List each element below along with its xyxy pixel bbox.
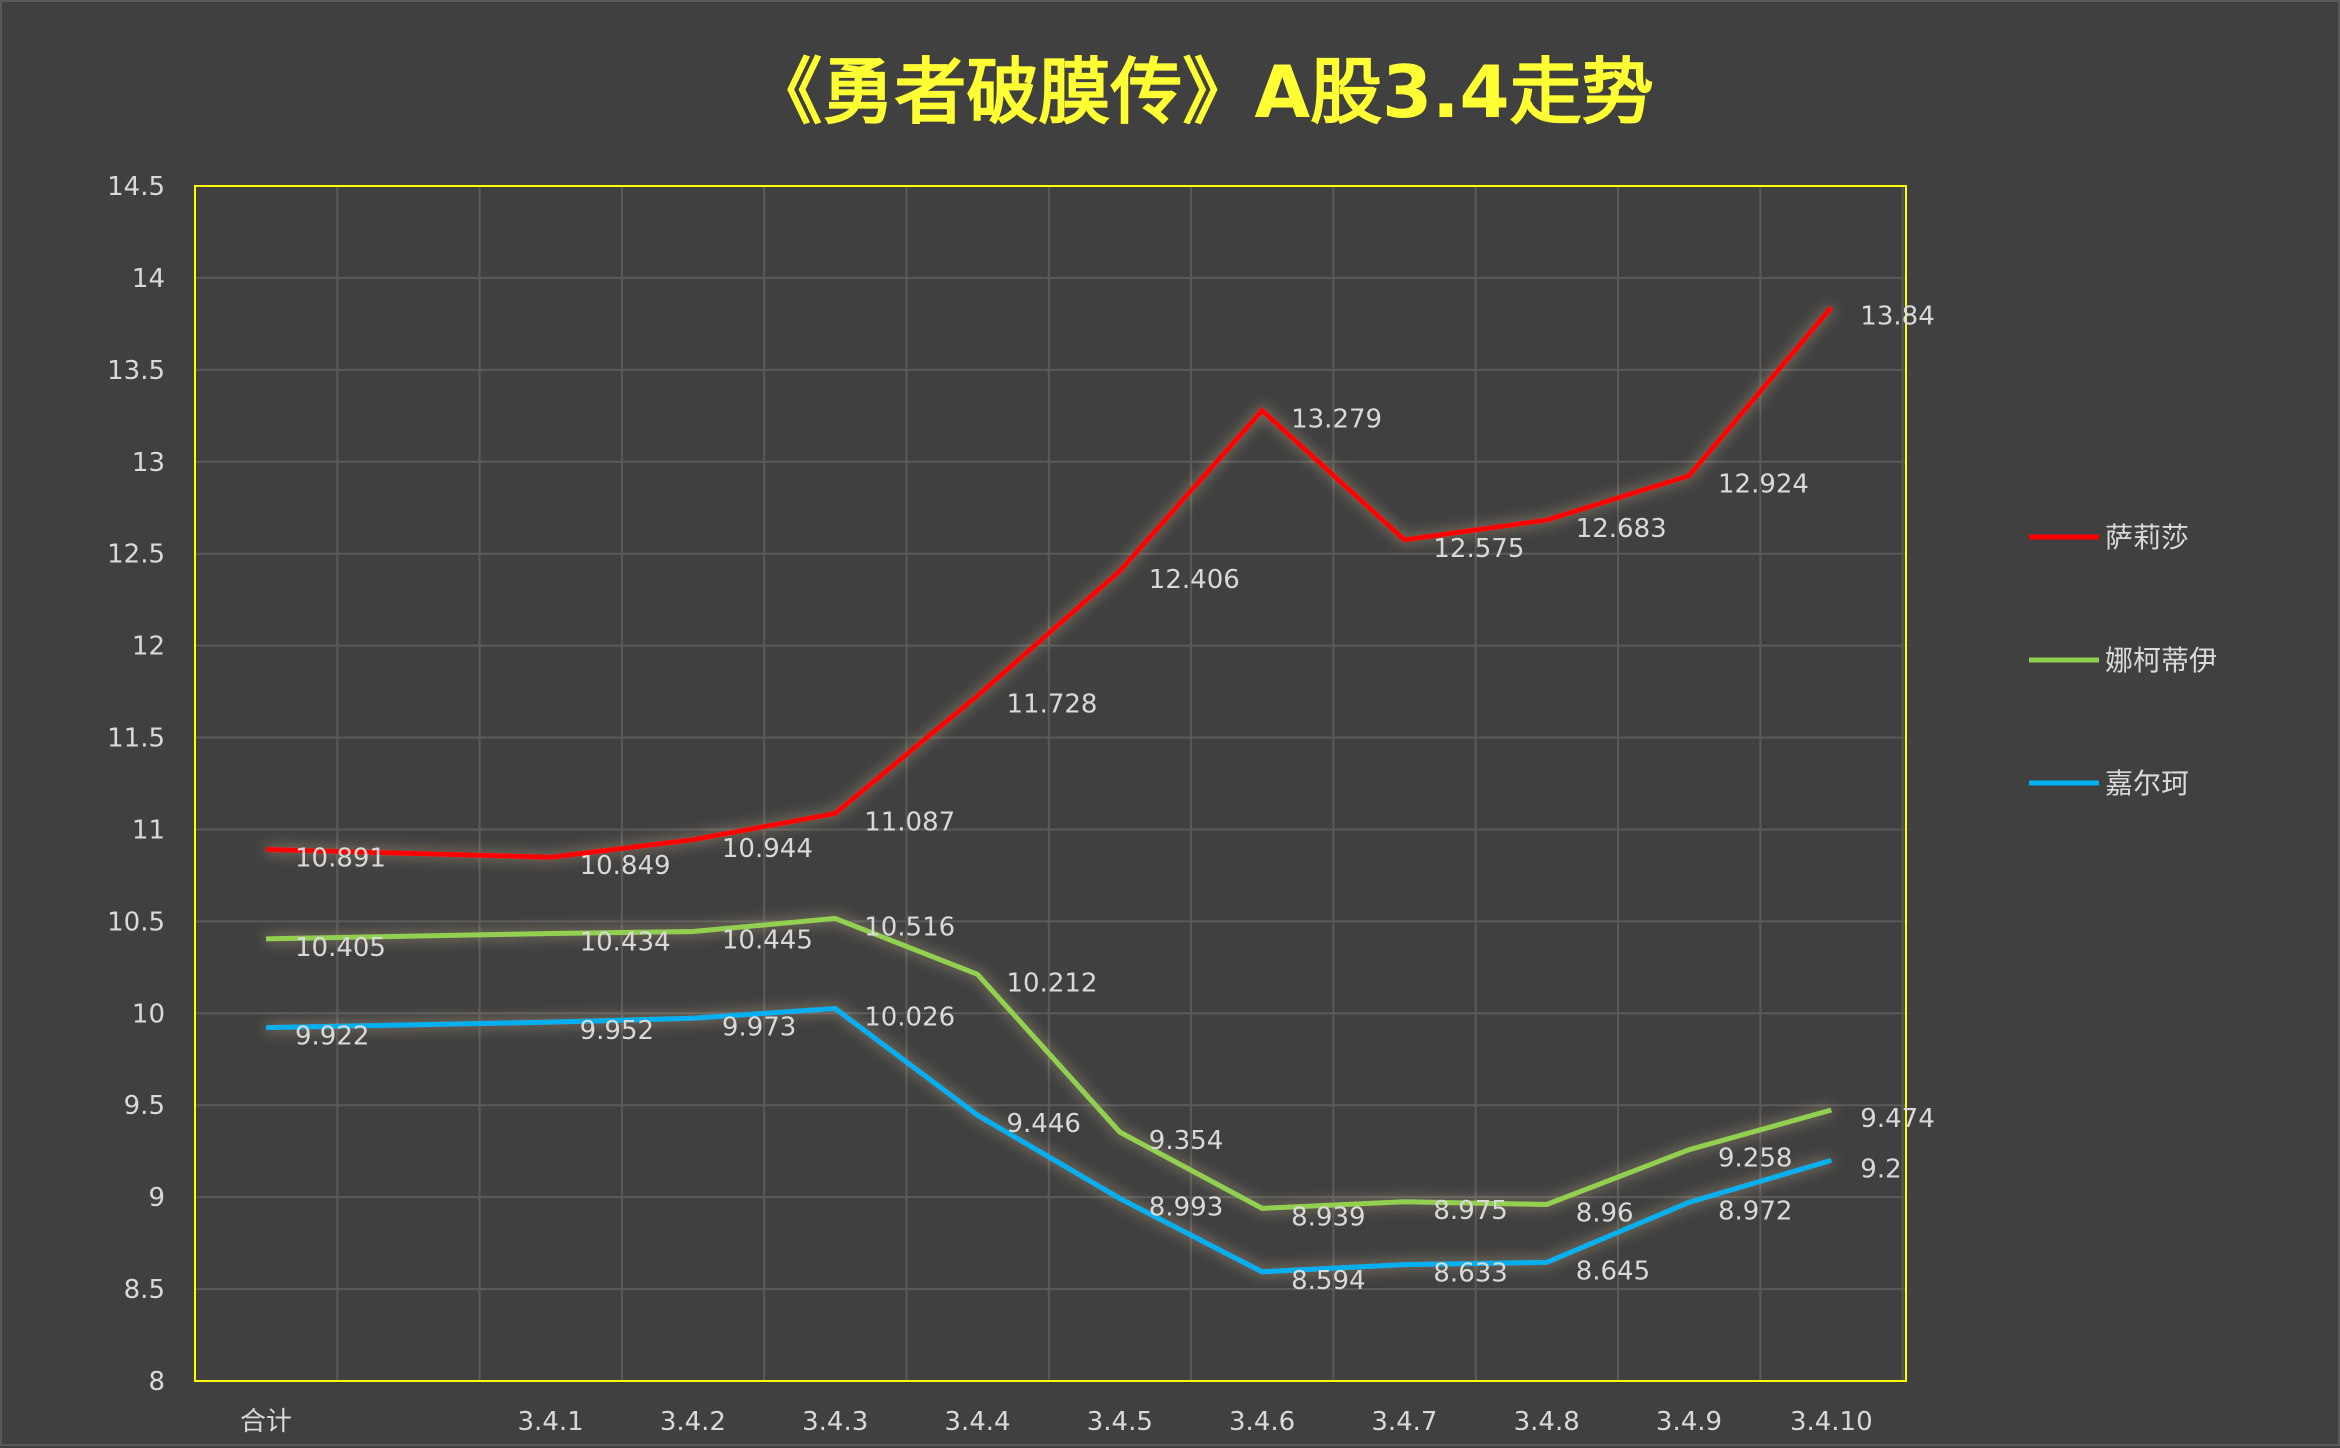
data-label: 9.446 bbox=[1007, 1109, 1081, 1139]
y-tick-label: 8.5 bbox=[124, 1275, 165, 1305]
data-label: 11.728 bbox=[1007, 690, 1098, 720]
x-tick-label: 3.4.6 bbox=[1229, 1407, 1295, 1437]
data-label: 10.944 bbox=[722, 834, 813, 864]
y-tick-label: 10 bbox=[132, 999, 165, 1029]
data-label: 8.939 bbox=[1291, 1202, 1365, 1232]
series-line-1 bbox=[265, 915, 1832, 1211]
legend-label-1: 娜柯蒂伊 bbox=[2105, 644, 2217, 677]
data-label: 9.354 bbox=[1149, 1126, 1223, 1156]
data-label: 11.087 bbox=[864, 807, 955, 837]
x-tick-label: 3.4.1 bbox=[518, 1407, 584, 1437]
data-label: 8.972 bbox=[1718, 1196, 1792, 1226]
x-tick-label: 3.4.4 bbox=[944, 1407, 1010, 1437]
data-label: 10.026 bbox=[864, 1003, 955, 1033]
data-label: 10.434 bbox=[580, 928, 671, 958]
data-label: 12.406 bbox=[1149, 565, 1240, 595]
data-label: 12.924 bbox=[1718, 470, 1809, 500]
y-tick-label: 13.5 bbox=[107, 356, 165, 386]
x-tick-label: 3.4.7 bbox=[1371, 1407, 1437, 1437]
y-tick-label: 11 bbox=[132, 815, 165, 845]
data-labels: 10.891 10.849 10.944 11.087 11.728 12.406 13.2… bbox=[295, 301, 1935, 1295]
y-tick-label: 9.5 bbox=[124, 1091, 165, 1121]
data-label: 9.952 bbox=[580, 1016, 654, 1046]
chart-title: 《勇者破膜传》A股3.4走势 bbox=[750, 50, 1653, 134]
x-axis-ticks: 合计 3.4.1 3.4.2 3.4.3 3.4.4 3.4.5 3.4.6 3.4.7 3.4… bbox=[240, 1407, 1873, 1437]
data-label: 10.212 bbox=[1007, 968, 1098, 998]
grid-lines bbox=[194, 185, 1906, 1382]
x-tick-label: 3.4.9 bbox=[1656, 1407, 1722, 1437]
data-label: 9.973 bbox=[722, 1012, 796, 1042]
data-label: 8.633 bbox=[1433, 1259, 1507, 1289]
y-tick-label: 11.5 bbox=[107, 724, 165, 754]
data-label: 10.849 bbox=[580, 851, 671, 881]
legend-label-2: 嘉尔珂 bbox=[2105, 767, 2189, 800]
series-line-2 bbox=[265, 1005, 1833, 1275]
series-line-0 bbox=[265, 305, 1834, 860]
x-tick-label: 3.4.10 bbox=[1790, 1407, 1873, 1437]
y-tick-label: 10.5 bbox=[107, 907, 165, 937]
data-label: 8.594 bbox=[1291, 1266, 1365, 1296]
data-label: 9.922 bbox=[295, 1022, 369, 1052]
data-label: 8.993 bbox=[1149, 1192, 1223, 1222]
y-tick-label: 12.5 bbox=[107, 540, 165, 570]
data-label: 9.258 bbox=[1718, 1144, 1792, 1174]
data-label: 10.891 bbox=[295, 844, 386, 874]
x-tick-label: 3.4.5 bbox=[1087, 1407, 1153, 1437]
x-tick-label: 3.4.8 bbox=[1514, 1407, 1580, 1437]
data-label: 13.84 bbox=[1860, 301, 1934, 331]
data-label: 10.445 bbox=[722, 925, 813, 955]
series-lines bbox=[265, 305, 1834, 1275]
data-label: 9.474 bbox=[1860, 1104, 1934, 1134]
data-label: 8.96 bbox=[1576, 1199, 1634, 1229]
data-label: 13.279 bbox=[1291, 404, 1382, 434]
data-label: 12.575 bbox=[1433, 534, 1524, 564]
data-label: 10.405 bbox=[295, 933, 386, 963]
data-label: 8.975 bbox=[1433, 1196, 1507, 1226]
x-tick-label: 3.4.2 bbox=[660, 1407, 726, 1437]
y-tick-label: 9 bbox=[148, 1183, 165, 1213]
y-tick-label: 14 bbox=[132, 264, 165, 294]
x-tick-label: 合计 bbox=[240, 1407, 292, 1437]
y-tick-label: 12 bbox=[132, 632, 165, 662]
plot-area-border bbox=[194, 185, 1907, 1382]
data-label: 10.516 bbox=[864, 912, 955, 942]
y-tick-label: 8 bbox=[148, 1367, 165, 1397]
data-label: 12.683 bbox=[1576, 514, 1667, 544]
y-tick-label: 14.5 bbox=[107, 172, 165, 202]
legend-label-0: 萨莉莎 bbox=[2105, 521, 2189, 554]
data-label: 8.645 bbox=[1576, 1256, 1650, 1286]
y-tick-label: 13 bbox=[132, 448, 165, 478]
y-axis-ticks: 8 8.5 9 9.5 10 10.5 11 11.5 12 12.5 13 13.5 14 14.5 bbox=[107, 172, 165, 1397]
x-tick-label: 3.4.3 bbox=[802, 1407, 868, 1437]
data-label: 9.2 bbox=[1860, 1154, 1901, 1184]
